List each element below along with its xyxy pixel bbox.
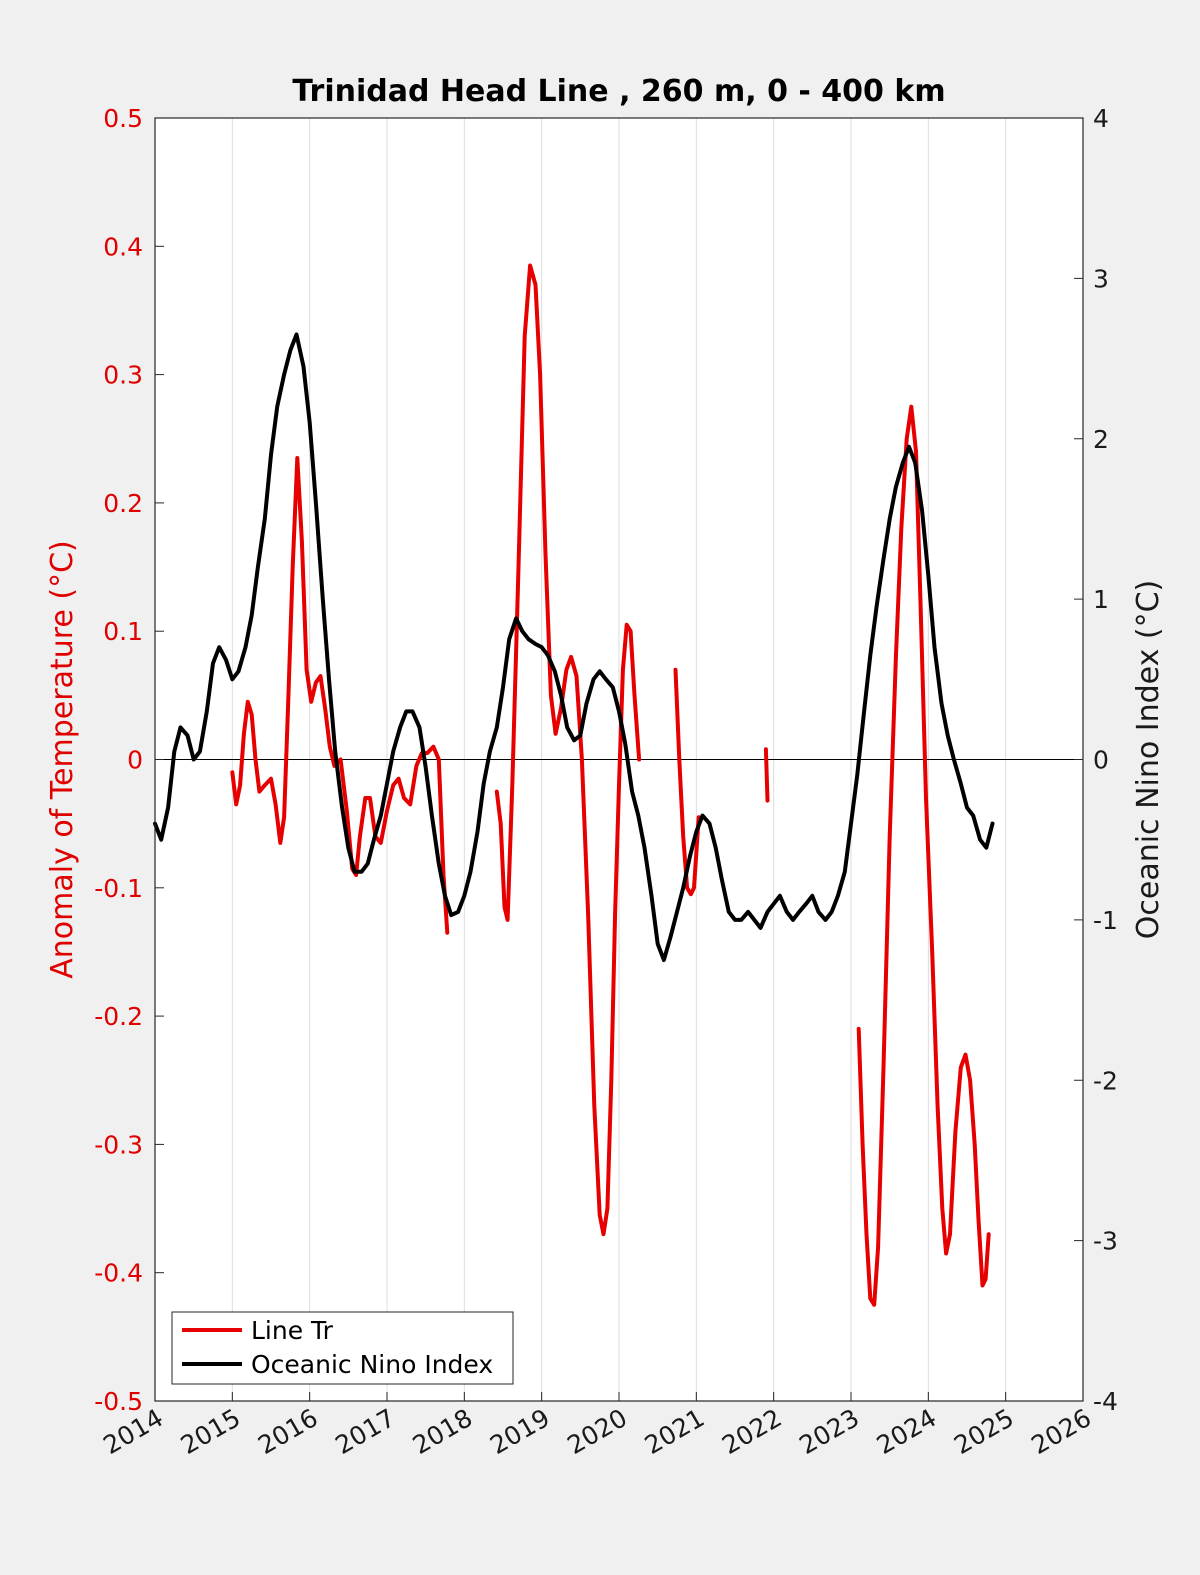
x-tick-label: 2016 <box>253 1403 323 1460</box>
y-left-tick-label: 0.3 <box>103 361 143 390</box>
x-tick-label: 2020 <box>562 1403 632 1460</box>
chart-title: Trinidad Head Line , 260 m, 0 - 400 km <box>292 74 945 109</box>
y-left-tick-label: 0.5 <box>103 104 143 133</box>
y-right-tick-label: 3 <box>1093 264 1109 293</box>
y-left-tick-label: 0.4 <box>103 232 143 261</box>
y-right-tick-label: 2 <box>1093 425 1109 454</box>
y-axis-right-label: Oceanic Nino Index (°C) <box>1131 580 1166 940</box>
y-left-tick-label: 0.2 <box>103 489 143 518</box>
x-tick-label: 2025 <box>949 1403 1019 1460</box>
legend-label-oni: Oceanic Nino Index <box>251 1350 493 1379</box>
axis-ticks: 2 0 1 4 2015 2016 2017 2018 2019 2020 2021 2022 2023… <box>94 104 1118 1460</box>
y-right-tick-label: -2 <box>1093 1066 1118 1095</box>
y-left-tick-label: -0.4 <box>94 1259 143 1288</box>
y-right-tick-label: 0 <box>1093 746 1109 775</box>
y-left-tick-label: -0.1 <box>94 874 143 903</box>
y-right-tick-label: 4 <box>1093 104 1109 133</box>
x-tick-label: 2026 <box>1026 1403 1096 1460</box>
legend: Line Tr Oceanic Nino Index <box>171 1311 514 1385</box>
legend-box <box>171 1311 514 1385</box>
y-right-tick-label: -3 <box>1093 1227 1118 1256</box>
y-left-tick-label: 0.1 <box>103 617 143 646</box>
x-tick-label: 2019 <box>485 1403 555 1460</box>
y-right-tick-label: -4 <box>1093 1387 1118 1416</box>
y-left-tick-label: -0.2 <box>94 1002 143 1031</box>
series-line-oceanic-nino-index <box>153 332 995 962</box>
x-tick-label: 2015 <box>176 1403 246 1460</box>
series-line-line-tr <box>856 404 991 1307</box>
x-tick-label: 2023 <box>794 1403 864 1460</box>
y-left-tick-label: 0 <box>127 746 143 775</box>
x-tick-label: 2022 <box>717 1403 787 1460</box>
y-left-tick-label: -0.5 <box>94 1387 143 1416</box>
y-left-tick-label: -0.3 <box>94 1130 143 1159</box>
legend-label-line-tr: Line Tr <box>251 1316 334 1345</box>
series-line-line-tr <box>673 667 701 897</box>
y-right-tick-label: 1 <box>1093 585 1109 614</box>
y-axis-left-label: Anomaly of Temperature (°C) <box>45 540 80 979</box>
series-line-line-tr <box>494 263 642 1237</box>
series-line-line-tr <box>230 456 450 935</box>
x-tick-label: 2017 <box>330 1403 400 1460</box>
series-layer <box>153 263 995 1307</box>
series-line-line-tr <box>763 747 770 803</box>
x-tick-label: 2021 <box>640 1403 710 1460</box>
x-tick-label: 2024 <box>872 1403 942 1460</box>
x-tick-label: 2018 <box>408 1403 478 1460</box>
y-right-tick-label: -1 <box>1093 906 1118 935</box>
